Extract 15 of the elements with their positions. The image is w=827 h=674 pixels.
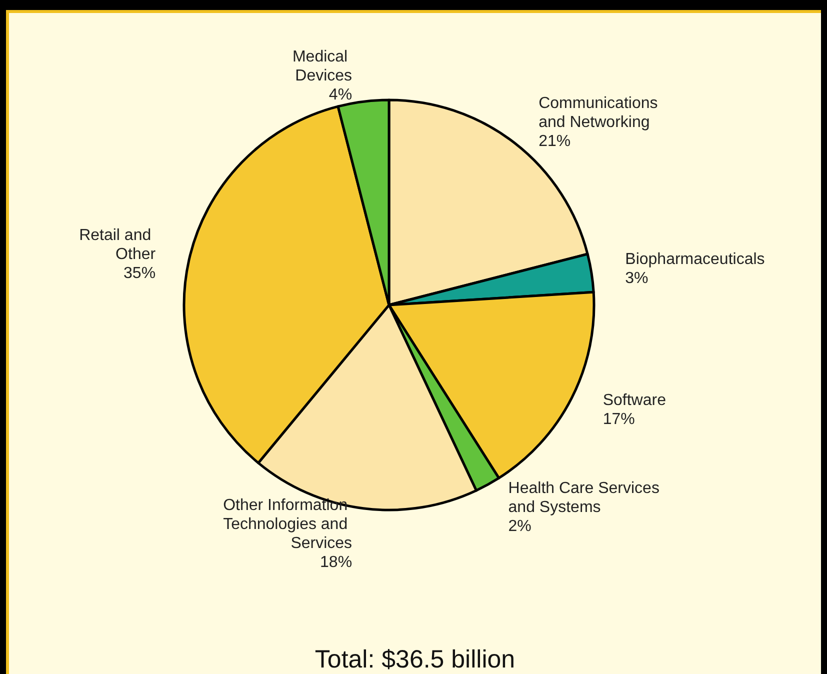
data-label: 3% <box>625 270 648 287</box>
data-label: 35% <box>124 265 156 282</box>
slice-label: Other Information Technologies and Services <box>223 497 352 552</box>
slice-label: Health Care Services and Systems <box>508 480 664 516</box>
slice-label: Biopharmaceuticals <box>625 250 765 268</box>
data-label: 21% <box>538 132 571 150</box>
data-label: 17% <box>602 410 635 428</box>
data-label: 2% <box>508 518 532 535</box>
slice-label: Retail and Other <box>79 227 156 264</box>
text: Total: $36.5 billion <box>314 646 516 674</box>
slice-label: Medical Devices <box>292 48 352 84</box>
slice-label: Communications and Networking <box>538 94 662 131</box>
data-label: 4% <box>328 86 352 104</box>
data-label: 18% <box>320 554 352 572</box>
slice-label: Software <box>602 392 666 409</box>
